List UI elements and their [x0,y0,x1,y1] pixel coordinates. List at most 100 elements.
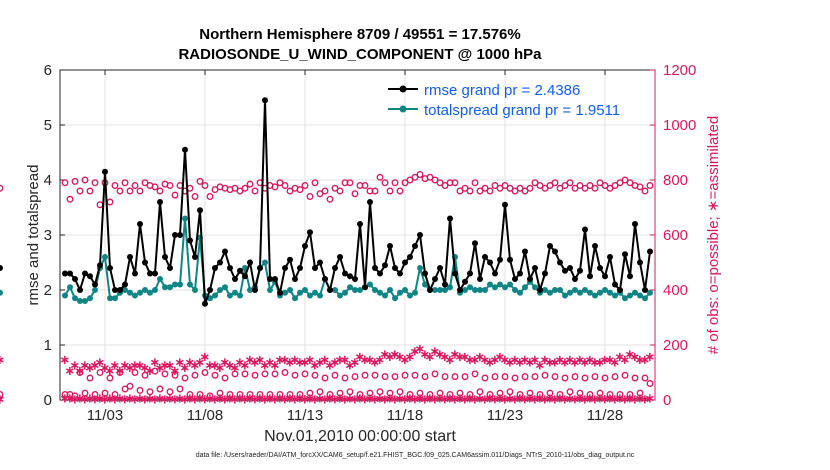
obs-assimilated-point: ∗ [340,393,351,408]
obs-possible-point [451,373,459,381]
x-axis-label: Nov.01,2010 00:00:00 start [264,428,456,445]
obs-assimilated-point: ∗ [350,356,361,371]
obs-possible-point [321,374,329,382]
totalspread-point [417,265,423,271]
x-tick-label: 11/13 [287,407,323,424]
obs-assimilated-point: ∗ [125,361,136,376]
chart-title: Northern Hemisphere 8709 / 49551 = 17.57… [199,26,521,43]
rmse-point [222,248,228,255]
obs-assimilated-point: ∗ [575,353,586,368]
obs-possible-point [156,385,164,393]
totalspread-point [462,287,468,293]
obs-assimilated-point: ∗ [455,350,466,365]
rmse-point [627,273,633,280]
obs-assimilated-point: ∗ [510,393,521,408]
obs-assimilated-point: ∗ [180,393,191,408]
obs-assimilated-point: ∗ [640,393,651,408]
obs-assimilated-point: ∗ [475,391,486,406]
obs-possible-point [311,179,319,187]
obs-assimilated-point: ∗ [190,393,201,408]
obs-assimilated-point: ∗ [85,391,96,406]
obs-possible-point [396,187,404,195]
rmse-point [487,259,493,266]
obs-assimilated-point: ∗ [490,353,501,368]
obs-assimilated-point: ∗ [185,356,196,371]
obs-possible-point [431,370,439,378]
totalspread-point [582,287,588,293]
totalspread-point [227,292,233,299]
obs-possible-point [201,369,209,376]
obs-assimilated-point: ∗ [390,347,401,362]
rmse-point [347,273,353,280]
totalspread-point [597,289,603,296]
totalspread-point [142,287,148,293]
obs-assimilated-point: ∗ [170,364,181,379]
rmse-point [477,276,483,282]
legend-rmse-marker [399,85,407,93]
obs-assimilated-point: ∗ [515,356,526,371]
obs-assimilated-point: ∗ [300,356,311,371]
obs-possible-point [506,388,514,396]
obs-assimilated-point: ∗ [420,347,431,362]
obs-assimilated-point: ∗ [565,353,576,368]
obs-possible-point [566,179,574,187]
rmse-point [112,287,118,293]
obs-assimilated-point: ∗ [65,391,76,406]
rmse-point [327,287,333,293]
obs-possible-point [386,389,394,397]
rmse-point [622,251,628,258]
obs-possible-point [111,182,119,189]
totalspread-point [307,292,313,299]
obs-assimilated-point: ∗ [610,356,621,371]
obs-possible-point [461,184,469,192]
obs-assimilated-point: ∗ [420,393,431,408]
obs-assimilated-point: ∗ [390,393,401,408]
obs-possible-point [331,371,339,379]
obs-possible-point [486,187,494,195]
obs-possible-point [416,389,424,397]
totalspread-point [587,289,593,296]
totalspread-point [82,298,88,304]
obs-assimilated-point: ∗ [470,393,481,408]
obs-assimilated-point: ∗ [375,391,386,406]
obs-possible-point [361,371,369,379]
obs-possible-point [636,389,644,397]
obs-assimilated-point: ∗ [240,393,251,408]
rmse-point [617,287,623,293]
obs-assimilated-point: ∗ [235,356,246,371]
totalspread-point [487,281,493,288]
y-tick-label-left: 2 [44,282,52,299]
obs-possible-point [201,182,209,189]
obs-assimilated-point: ∗ [210,358,221,373]
rmse-point [557,259,563,266]
totalspread-point [642,295,648,302]
totalspread-point [302,287,308,293]
obs-possible-point [176,385,184,393]
totalspread-point [137,289,143,296]
obs-assimilated-point: ∗ [345,391,356,406]
obs-assimilated-point: ∗ [60,391,71,406]
obs-possible-point [426,173,434,181]
totalspread-point [602,287,608,293]
obs-possible-point [336,187,344,195]
rmse-point [517,270,523,277]
obs-assimilated-point: ∗ [345,358,356,373]
obs-assimilated-point: ∗ [535,358,546,373]
obs-possible-point [576,389,584,397]
obs-possible-point [341,374,349,382]
totalspread-point [482,287,488,293]
obs-assimilated-point: ∗ [240,358,251,373]
x-tick-label: 11/23 [487,407,523,424]
obs-assimilated-point: ∗ [110,358,121,373]
obs-possible-point [421,373,429,381]
rmse-point [407,254,413,260]
obs-possible-point [586,391,594,398]
y-tick-label-right: 800 [663,172,688,189]
obs-possible-point [81,389,89,397]
obs-possible-point [531,373,539,381]
rmse-point [177,232,183,238]
obs-possible-point [501,373,509,381]
obs-possible-point [236,187,244,195]
obs-possible-point [401,371,409,379]
rmse-point [462,278,468,285]
